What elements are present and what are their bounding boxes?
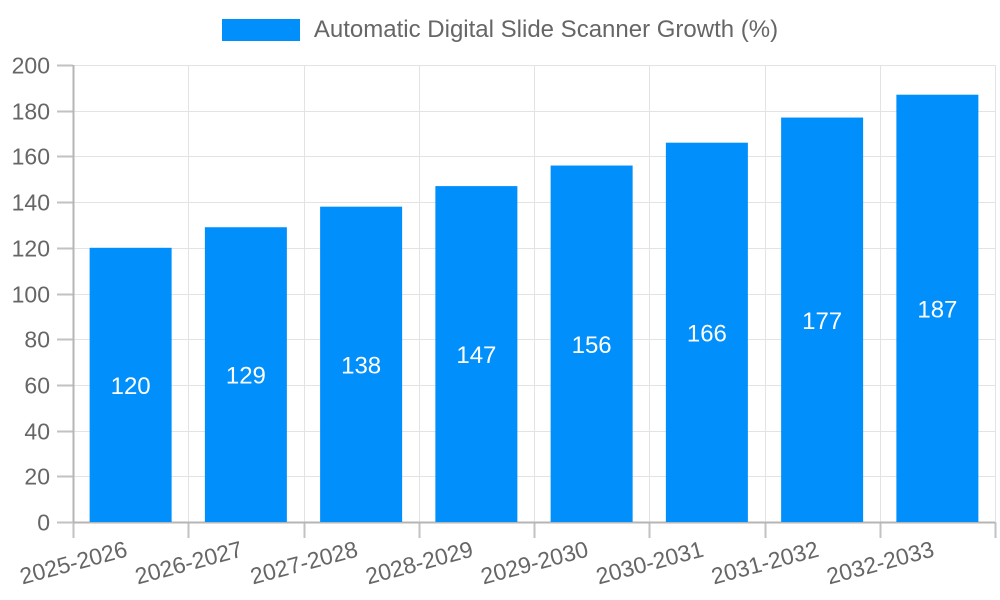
y-tick-label: 200	[12, 53, 50, 79]
x-tick-label: 2029-2030	[478, 536, 591, 590]
y-tick-label: 120	[12, 236, 50, 262]
y-tick-label: 180	[12, 99, 50, 125]
bar-2028-2029[interactable]	[435, 186, 518, 523]
y-tick-label: 80	[24, 327, 50, 353]
y-tick-label: 100	[12, 282, 50, 308]
x-tick-label: 2028-2029	[363, 536, 476, 590]
bar-2030-2031[interactable]	[665, 142, 748, 522]
bar-value-label: 187	[917, 296, 957, 323]
y-tick-label: 140	[12, 190, 50, 216]
bar-2029-2030[interactable]	[550, 165, 633, 523]
y-tick-label: 0	[37, 510, 50, 536]
x-tick-label: 2030-2031	[593, 536, 706, 590]
x-tick-label: 2031-2032	[708, 536, 821, 590]
y-tick-label: 20	[24, 464, 50, 490]
bar-value-label: 177	[802, 308, 842, 335]
bar-2031-2032[interactable]	[781, 117, 864, 523]
bar-value-label: 147	[456, 342, 496, 369]
x-tick-label: 2025-2026	[17, 536, 130, 590]
x-tick-label: 2032-2033	[824, 536, 937, 590]
chart-legend[interactable]: Automatic Digital Slide Scanner Growth (…	[0, 16, 1000, 44]
y-tick-label: 160	[12, 144, 50, 170]
y-tick-label: 40	[24, 419, 50, 445]
bar-value-label: 120	[111, 373, 151, 400]
y-tick-label: 60	[24, 373, 50, 399]
bar-2025-2026[interactable]	[89, 247, 172, 523]
x-tick-label: 2027-2028	[247, 536, 360, 590]
bar-value-label: 166	[687, 320, 727, 347]
bar-2032-2033[interactable]	[896, 94, 979, 522]
bar-2027-2028[interactable]	[320, 206, 403, 523]
bar-2026-2027[interactable]	[204, 227, 287, 523]
x-tick-label: 2026-2027	[132, 536, 245, 590]
bar-value-label: 138	[341, 352, 381, 379]
bar-value-label: 156	[572, 332, 612, 359]
legend-swatch	[221, 19, 300, 41]
legend-label: Automatic Digital Slide Scanner Growth (…	[313, 16, 779, 43]
bar-value-label: 129	[226, 363, 266, 390]
